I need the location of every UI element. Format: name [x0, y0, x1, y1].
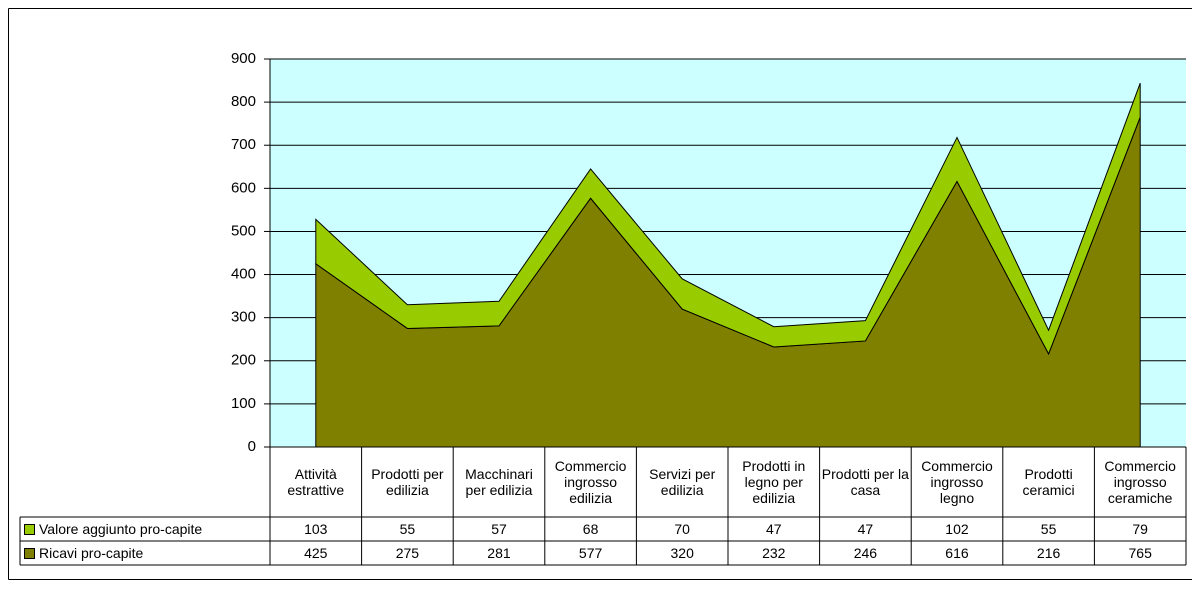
table-value: 68 — [582, 521, 599, 537]
category-label: Macchinari per edilizia — [465, 466, 533, 498]
table-value: 765 — [1128, 545, 1152, 561]
legend-entry: Ricavi pro-capite — [20, 541, 270, 565]
category-label: Prodotti per la casa — [821, 466, 909, 498]
table-value: 55 — [399, 521, 416, 537]
table-value: 232 — [762, 545, 786, 561]
y-tick-label: 800 — [231, 93, 256, 110]
legend-entry: Valore aggiunto pro-capite — [20, 517, 270, 541]
category-label: Commercio ingrosso legno — [921, 458, 993, 506]
table-value: 79 — [1132, 521, 1148, 537]
y-tick-label: 300 — [231, 309, 256, 326]
category-label: Commercio ingrosso ceramiche — [1104, 458, 1176, 506]
category-label: Prodotti in legno per edilizia — [742, 458, 806, 506]
table-value: 103 — [304, 521, 328, 537]
legend-key — [24, 547, 35, 559]
y-tick-label: 100 — [231, 395, 256, 412]
table-value: 57 — [491, 521, 507, 537]
area — [315, 82, 1141, 356]
legend-key — [24, 523, 35, 535]
y-tick-label: 0 — [248, 438, 256, 455]
table-value: 577 — [578, 545, 603, 561]
category-label: Prodotti per edilizia — [371, 466, 444, 498]
category-label: Attività estrattive — [287, 466, 345, 498]
y-tick-label: 900 — [231, 50, 256, 67]
table-value: 47 — [766, 521, 782, 537]
table-value: 281 — [487, 545, 511, 561]
y-tick-label: 400 — [231, 266, 256, 283]
table-value: 275 — [395, 545, 420, 561]
table-value: 102 — [945, 521, 969, 537]
table-value: 616 — [945, 545, 969, 561]
table-value: 246 — [853, 545, 878, 561]
y-tick-label: 700 — [231, 136, 256, 153]
legend-label: Ricavi pro-capite — [39, 545, 144, 561]
y-tick-label: 200 — [231, 352, 256, 369]
table-value: 216 — [1036, 545, 1061, 561]
y-tick-label: 600 — [231, 179, 256, 196]
table-value: 47 — [857, 521, 874, 537]
table-value: 425 — [304, 545, 328, 561]
category-label: Prodotti ceramici — [1022, 466, 1075, 498]
y-tick-label: 500 — [231, 222, 256, 239]
category-label: Servizi per edilizia — [649, 466, 716, 498]
category-label: Commercio ingrosso edilizia — [554, 458, 627, 506]
table-value: 320 — [670, 545, 694, 561]
table-value: 70 — [674, 521, 690, 537]
table-value: 55 — [1040, 521, 1057, 537]
legend-label: Valore aggiunto pro-capite — [39, 521, 203, 537]
